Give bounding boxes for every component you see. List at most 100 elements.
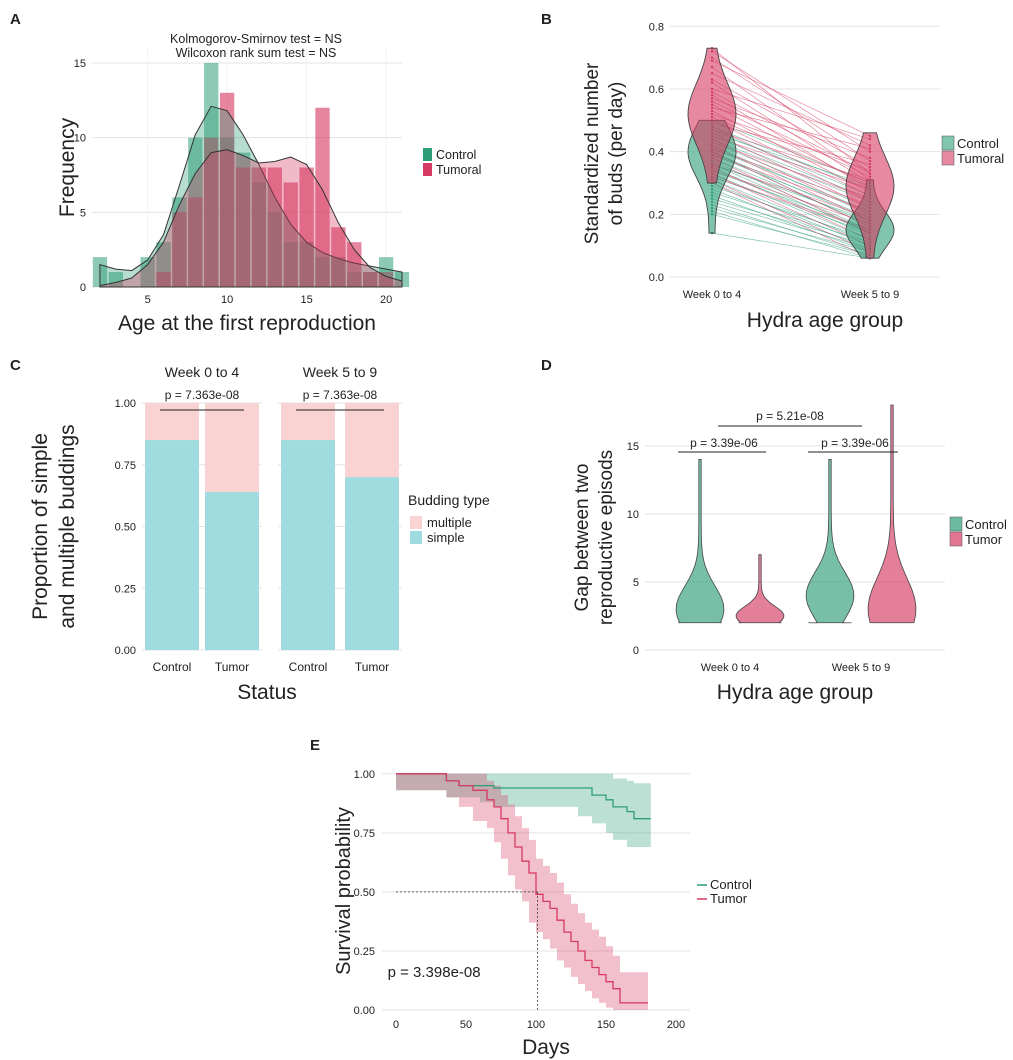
x-axis-label: Hydra age group	[747, 309, 903, 332]
paired-line-control	[711, 207, 871, 253]
legend-label: Control	[965, 517, 1007, 532]
y-axis-label-line1: Standardized number	[582, 62, 603, 244]
paired-line-tumoral	[711, 51, 871, 152]
panel-letter: A	[10, 11, 21, 28]
paired-line-control	[711, 213, 871, 256]
y-tick-label: 0.50	[354, 887, 375, 899]
histogram-bar-tumoral	[188, 197, 203, 287]
paired-line-tumoral	[711, 182, 871, 259]
density-curve-control	[99, 105, 403, 288]
paired-line-tumoral	[711, 176, 871, 231]
panel-letter: C	[10, 357, 21, 374]
paired-line-tumoral	[711, 107, 871, 149]
legend-swatch	[423, 163, 432, 176]
violin-control	[805, 459, 855, 624]
y-tick-label: 0.25	[115, 583, 136, 595]
paired-line-control	[711, 173, 871, 240]
histogram-bar-tumoral	[204, 137, 219, 287]
histogram-bar-tumoral	[235, 167, 251, 287]
stacked-bar-simple	[145, 440, 199, 650]
paired-line-control	[711, 163, 871, 234]
y-axis-label-line2: of buds (per day)	[606, 82, 627, 226]
legend-swatch	[410, 531, 422, 544]
y-tick-label: 0.4	[649, 147, 664, 159]
survival-curve-tumor	[396, 773, 648, 1004]
paired-line-tumoral	[711, 113, 871, 171]
y-tick-label: 5	[633, 577, 639, 589]
stacked-bar-simple	[281, 440, 335, 650]
p-value-annotation: p = 3.398e-08	[388, 964, 481, 981]
stacked-bar-simple	[205, 491, 259, 650]
facet-label: Week 5 to 9	[303, 364, 378, 380]
x-tick-label: Week 5 to 9	[832, 662, 891, 674]
histogram-bar-tumoral	[363, 272, 378, 287]
paired-line-tumoral	[711, 101, 871, 178]
y-tick-label: 0.50	[115, 522, 136, 534]
x-tick-label: 0	[393, 1019, 399, 1031]
paired-line-control	[711, 198, 871, 246]
p-value-annotation: p = 5.21e-08	[756, 409, 824, 423]
y-tick-label: 0.75	[354, 828, 375, 840]
y-tick-label: 1.00	[354, 769, 375, 781]
chart-subtitle: Wilcoxon rank sum test = NS	[176, 46, 337, 60]
paired-line-tumoral	[711, 116, 871, 184]
paired-line-control	[711, 163, 871, 221]
paired-line-tumoral	[711, 110, 871, 193]
legend-swatch	[941, 135, 955, 151]
violin-tumor	[867, 404, 917, 624]
legend-label: Tumoral	[957, 151, 1004, 166]
histogram-bar-tumoral	[219, 92, 235, 287]
histogram-bar-tumoral	[331, 227, 346, 287]
legend-label: Control	[436, 148, 476, 162]
p-value-annotation: p = 7.363e-08	[303, 388, 378, 402]
x-tick-label: 150	[597, 1019, 615, 1031]
legend-title: Budding type	[408, 492, 490, 508]
stacked-bar-simple	[345, 477, 399, 650]
violin-control	[675, 459, 725, 624]
paired-line-tumoral	[711, 60, 871, 137]
p-value-annotation: p = 7.363e-08	[165, 388, 240, 402]
histogram-bar-tumoral	[267, 167, 282, 287]
y-tick-label: 15	[74, 58, 86, 70]
p-value-annotation: p = 3.39e-06	[821, 436, 889, 450]
y-axis-label-line2: reproductive episods	[596, 450, 617, 625]
violin-tumoral	[845, 132, 895, 259]
paired-line-control	[711, 148, 871, 212]
legend-swatch	[949, 531, 963, 547]
legend-swatch	[941, 150, 955, 166]
x-tick-label: Tumor	[215, 660, 249, 674]
panel-letter: E	[310, 737, 320, 754]
y-axis-label-line1: Gap between two	[572, 464, 593, 612]
paired-line-control	[711, 232, 871, 259]
legend-label: simple	[427, 530, 465, 545]
y-axis-label-line2: and multiple buddings	[56, 424, 79, 628]
y-tick-label: 0.0	[649, 272, 664, 284]
y-tick-label: 1.00	[115, 398, 136, 410]
x-tick-label: 10	[221, 294, 233, 306]
y-tick-label: 0.75	[115, 460, 136, 472]
histogram-bar-tumoral	[172, 212, 187, 287]
paired-line-tumoral	[711, 135, 871, 190]
x-axis-label: Hydra age group	[717, 681, 873, 704]
y-tick-label: 0	[633, 645, 639, 657]
panel-b: B 0.0 0.2 0.4 0.6 0.8 Week 0 to 4 Week 5 to 9 St…	[541, 11, 1004, 332]
y-tick-label: 0.00	[354, 1005, 375, 1017]
histogram-bar-tumoral	[156, 272, 171, 287]
paired-line-control	[711, 135, 871, 199]
legend-swatch	[410, 516, 422, 529]
paired-line-control	[711, 185, 871, 240]
y-tick-label: 0.25	[354, 946, 375, 958]
stacked-bar-multiple	[281, 403, 335, 441]
paired-line-control	[711, 188, 871, 250]
paired-line-control	[711, 170, 871, 231]
y-axis-label: Survival probability	[333, 807, 355, 975]
violin-tumor	[735, 554, 785, 624]
stacked-bar-multiple	[145, 403, 199, 441]
paired-line-control	[711, 182, 871, 246]
histogram-bar-tumoral	[251, 167, 267, 287]
x-tick-label: 5	[145, 294, 151, 306]
violin-tumoral	[687, 47, 737, 184]
paired-line-tumoral	[711, 104, 871, 187]
y-axis-label-line1: Proportion of simple	[29, 433, 52, 620]
